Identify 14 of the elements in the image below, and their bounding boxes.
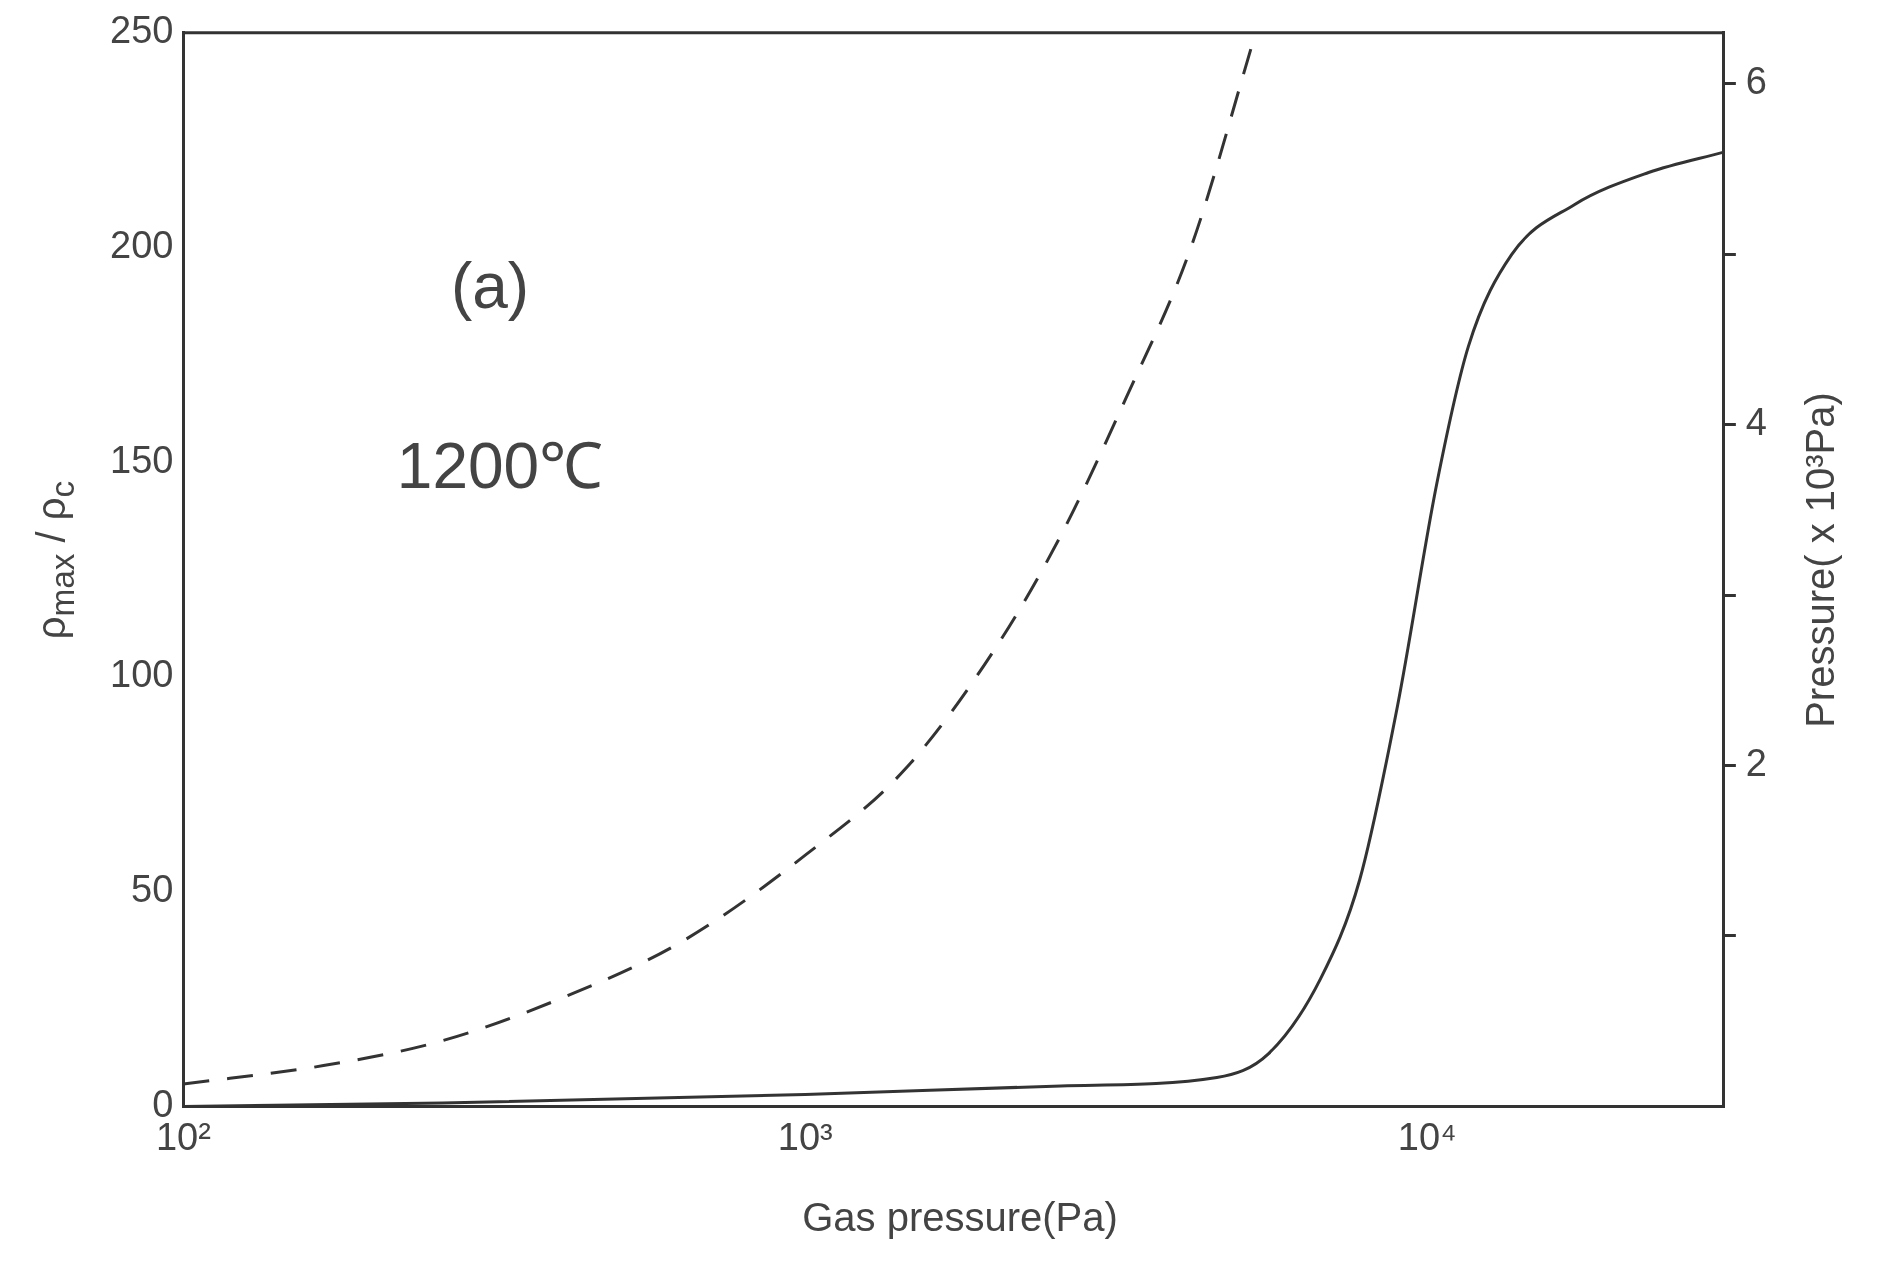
y-tick-label: 250 <box>110 9 174 52</box>
annotation: (a) <box>450 249 530 322</box>
x-tick-label: 10⁴ <box>1397 1115 1457 1158</box>
y2-tick-label: 6 <box>1745 60 1768 103</box>
x-tick-label: 10³ <box>777 1115 833 1158</box>
y-tick-label: 200 <box>110 224 174 266</box>
y2-axis-title: Pressure( x 10³Pa) <box>1797 392 1843 728</box>
annotation: 1200℃ <box>396 429 604 502</box>
x-axis-title: Gas pressure(Pa) <box>802 1195 1118 1240</box>
y-tick-label: 150 <box>110 438 174 481</box>
y2-tick-label: 2 <box>1745 742 1768 785</box>
y-tick-label: 100 <box>110 653 174 696</box>
y2-tick-label: 4 <box>1745 401 1768 444</box>
y-tick-label: 50 <box>131 868 174 911</box>
